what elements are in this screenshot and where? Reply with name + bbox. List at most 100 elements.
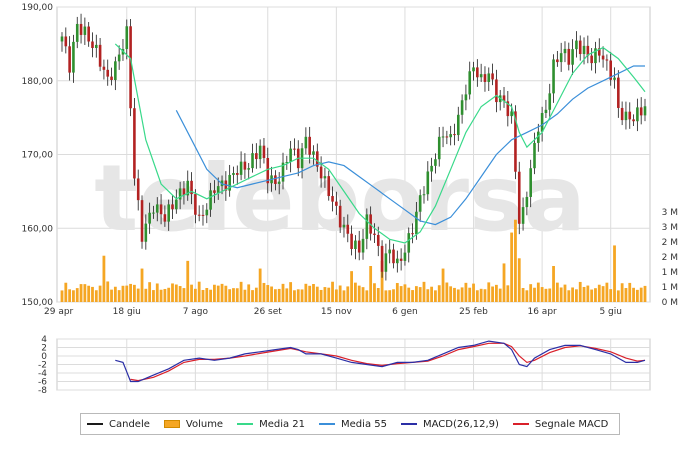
volume-bar bbox=[380, 260, 384, 302]
volume-bar bbox=[643, 285, 647, 302]
volume-bar bbox=[620, 283, 624, 302]
volume-bar bbox=[75, 288, 79, 302]
media55-line bbox=[175, 65, 645, 226]
volume-bar bbox=[171, 283, 174, 302]
volume-bar bbox=[494, 284, 498, 302]
volume-bar bbox=[205, 287, 209, 302]
candle-body bbox=[316, 151, 319, 167]
volume-bar bbox=[449, 286, 453, 302]
candle-body bbox=[517, 171, 521, 224]
candle-body bbox=[540, 112, 544, 132]
volume-bar bbox=[479, 288, 483, 302]
candle-body bbox=[262, 145, 266, 159]
candle-body bbox=[460, 100, 464, 115]
candle-body bbox=[144, 223, 148, 242]
volume-bar bbox=[125, 285, 129, 302]
candle-body bbox=[175, 199, 178, 210]
price-tick-label: 160,00 bbox=[22, 224, 54, 234]
candle-body bbox=[563, 48, 567, 54]
volume-bar bbox=[544, 288, 548, 302]
volume-bar bbox=[235, 288, 239, 302]
volume-bar bbox=[209, 289, 213, 302]
candle-series bbox=[60, 13, 647, 281]
volume-bar bbox=[456, 289, 460, 302]
price-tick-label: 150,00 bbox=[22, 298, 54, 308]
volume-bar bbox=[293, 290, 296, 302]
volume-bar bbox=[628, 282, 632, 302]
candle-body bbox=[125, 26, 129, 50]
volume-bar bbox=[388, 290, 392, 302]
volume-bar bbox=[117, 290, 121, 302]
candle-body bbox=[277, 181, 281, 184]
volume-bar bbox=[98, 285, 102, 302]
volume-bar bbox=[357, 285, 361, 302]
volume-bar bbox=[468, 287, 472, 302]
candle-body bbox=[79, 23, 83, 35]
volume-bar bbox=[434, 290, 437, 302]
candle-body bbox=[182, 188, 186, 196]
volume-bar bbox=[395, 283, 399, 302]
candle-body bbox=[445, 136, 449, 138]
candle-body bbox=[258, 145, 262, 160]
candle-body bbox=[597, 48, 601, 56]
candle-body bbox=[171, 204, 174, 210]
volume-tick-label: 3 M bbox=[662, 223, 678, 233]
macd-tick-label: 4 bbox=[41, 335, 47, 345]
candle-body bbox=[636, 107, 639, 122]
candle-body bbox=[75, 23, 79, 42]
candle-body bbox=[281, 162, 285, 182]
volume-bar bbox=[186, 260, 190, 302]
candle-body bbox=[487, 73, 491, 82]
volume-bar bbox=[350, 271, 353, 302]
volume-bar bbox=[567, 290, 571, 302]
moving-average-lines bbox=[114, 43, 646, 244]
candle-body bbox=[274, 175, 277, 184]
legend-label: Volume bbox=[185, 418, 224, 430]
candle-body bbox=[380, 245, 384, 272]
volume-bar bbox=[289, 282, 293, 302]
volume-bar bbox=[323, 287, 327, 302]
volume-bar bbox=[411, 290, 414, 302]
candle-body bbox=[197, 214, 201, 216]
volume-bar bbox=[426, 289, 430, 302]
macd-panel: 420-2-4-6-8 bbox=[38, 335, 651, 396]
candle-body bbox=[525, 196, 529, 208]
candle-body bbox=[422, 194, 426, 196]
legend-swatch bbox=[512, 423, 529, 425]
volume-bar bbox=[414, 286, 418, 302]
candle-body bbox=[491, 73, 494, 80]
volume-bar bbox=[590, 289, 594, 302]
volume-bar bbox=[563, 284, 567, 302]
volume-bar bbox=[190, 284, 193, 302]
candle-body bbox=[639, 107, 643, 116]
volume-bar bbox=[167, 287, 171, 302]
volume-bar bbox=[594, 288, 597, 302]
candle-body bbox=[506, 101, 510, 117]
volume-bar bbox=[346, 286, 350, 302]
macd-line bbox=[115, 340, 646, 383]
legend-swatch bbox=[163, 420, 180, 428]
candle-body bbox=[495, 79, 498, 103]
candle-body bbox=[521, 207, 525, 224]
volume-bar bbox=[609, 289, 613, 302]
candle-body bbox=[64, 36, 68, 47]
candle-body bbox=[163, 214, 167, 222]
candle-body bbox=[434, 159, 437, 166]
candle-body bbox=[319, 166, 323, 179]
candle-body bbox=[632, 119, 635, 122]
candle-body bbox=[117, 54, 121, 62]
volume-bar bbox=[453, 287, 456, 302]
candle-body bbox=[335, 201, 338, 206]
volume-bar bbox=[533, 287, 536, 302]
candle-body bbox=[384, 253, 388, 272]
candle-body bbox=[346, 224, 350, 234]
candle-body bbox=[620, 107, 624, 121]
volume-bar bbox=[312, 284, 315, 302]
candle-body bbox=[415, 211, 418, 235]
candle-body bbox=[83, 26, 87, 35]
chart-legend: Candele Volume Media 21 Media 55 MACD(26,12,… bbox=[80, 413, 620, 435]
candle-body bbox=[571, 49, 574, 65]
price-tick-label: 190,00 bbox=[22, 3, 54, 13]
volume-bar bbox=[220, 283, 224, 302]
